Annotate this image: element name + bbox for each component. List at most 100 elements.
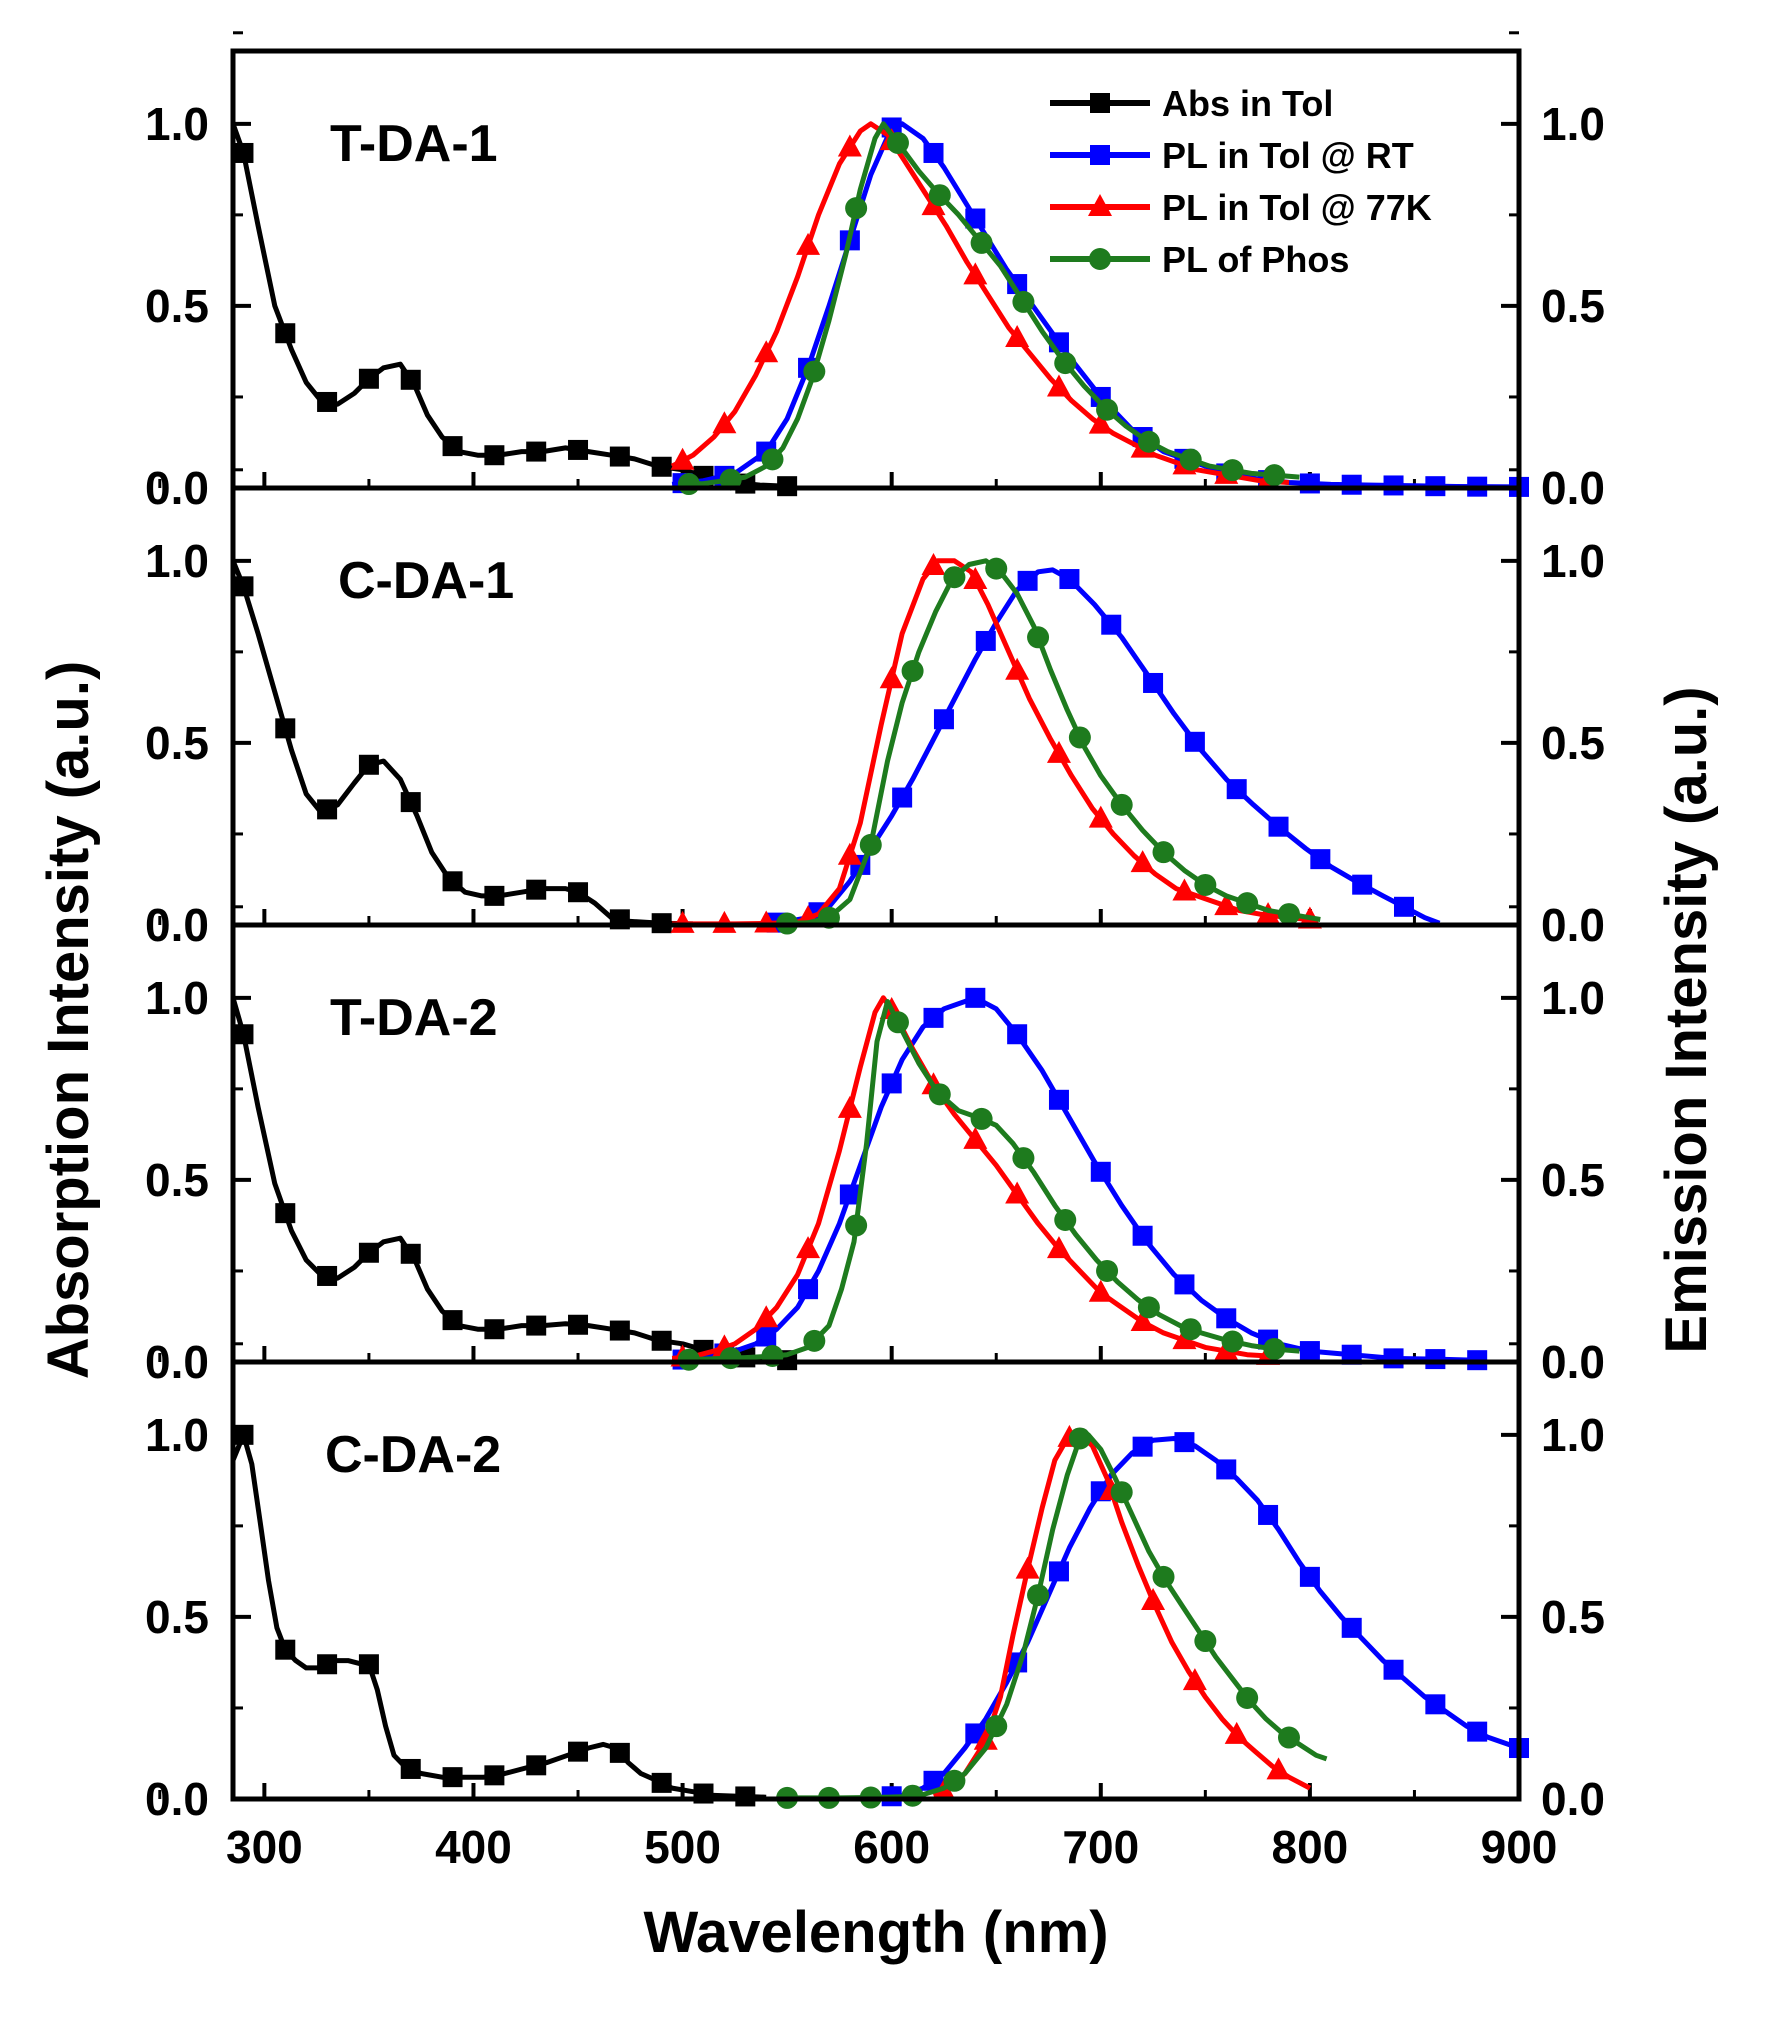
data-point [400,1758,421,1779]
y-tick-label-right: 1.0 [1541,1409,1605,1461]
data-point [1096,398,1119,421]
data-point [1194,873,1217,896]
y-tick-label-right: 0.0 [1541,462,1605,514]
data-point [923,1007,944,1028]
data-point [845,197,868,220]
series-line [671,995,1279,1361]
series-pl-77k [670,121,1290,491]
panel-t-da-2: 0.0 0.0 0.5 0.5 1.0 1.0 T-DA-2 [145,905,1605,1388]
data-point [442,871,463,892]
data-point [1143,672,1164,693]
data-point [1221,459,1244,482]
legend-label: PL of Phos [1162,239,1349,280]
data-point [1012,1147,1035,1170]
data-point [670,447,695,470]
data-point [1299,1341,1320,1362]
series-line [678,121,1300,487]
data-point [1132,1436,1153,1457]
x-tick-label: 800 [1272,1821,1349,1873]
data-point [1383,1659,1404,1680]
data-point [965,208,986,229]
data-point [985,1715,1008,1738]
data-point [1096,1259,1119,1282]
y-tick-label-left: 0.5 [145,280,209,332]
x-axis-title: Wavelength (nm) [643,1900,1108,1965]
series-line [230,1432,767,1800]
data-point [400,1243,421,1264]
y-tick-label-right: 1.0 [1541,972,1605,1024]
panel-label: C-DA-2 [325,1426,501,1484]
data-point [1299,1566,1320,1587]
data-point [1258,1504,1279,1525]
data-point [568,882,589,903]
y-tick-label-left: 0.5 [145,1591,209,1643]
y-tick-label-left: 0.0 [145,899,209,951]
x-tick-label: 700 [1062,1821,1139,1873]
data-point [943,1769,966,1792]
data-point [1027,1584,1050,1607]
data-point [1226,779,1247,800]
data-point [1110,793,1133,816]
data-point [839,1184,860,1205]
data-point [358,754,379,775]
panel-c-da-2: 0.0 0.0 0.5 0.5 1.0 1.0 C-DA-2 [145,1342,1605,1825]
data-point [317,799,338,820]
data-point [712,411,737,434]
series-line [230,997,788,1363]
data-point [837,842,862,865]
y-tick-label-right: 0.0 [1541,1336,1605,1388]
data-point [923,1770,944,1791]
data-point [275,1639,296,1660]
data-point [1046,1236,1071,1259]
x-tick-label: 600 [853,1821,930,1873]
series-pl-phos [776,557,1321,935]
data-point [526,441,547,462]
series-pl-phos [677,121,1300,496]
y-tick-label-right: 0.0 [1541,1773,1605,1825]
y-axis-title-right: Emission Intensity (a.u.) [1654,686,1719,1353]
series-pl-rt [765,567,1441,933]
data-point [1263,1337,1286,1360]
data-point [609,1320,630,1341]
data-point [442,436,463,457]
data-point [1152,841,1175,864]
data-point [1184,731,1205,752]
data-point [970,231,993,254]
data-point [1263,464,1286,487]
data-point [928,1083,951,1106]
data-point [1088,1279,1113,1302]
data-point [1341,1617,1362,1638]
data-point [1005,1181,1030,1204]
x-tick-label: 500 [644,1821,721,1873]
legend-marker [1090,93,1110,113]
data-point [1137,430,1160,453]
data-point [233,1424,254,1445]
data-point [985,557,1008,580]
data-point [442,1310,463,1331]
data-point [754,1305,779,1328]
data-point [609,446,630,467]
data-point [1174,1432,1195,1453]
data-point [484,1765,505,1786]
data-point [1088,411,1113,434]
y-tick-label-left: 1.0 [145,1409,209,1461]
data-point [1152,1565,1175,1588]
data-point [651,1772,672,1793]
y-tick-label-left: 0.5 [145,1154,209,1206]
data-point [1005,657,1030,680]
data-point [1467,1721,1488,1742]
data-point [901,1784,924,1807]
series-abs [230,1424,767,1807]
y-tick-label-left: 0.0 [145,1773,209,1825]
series-abs [230,559,694,934]
data-point [879,666,904,689]
y-tick-label-left: 1.0 [145,535,209,587]
data-point [1352,874,1373,895]
data-point [1090,1161,1111,1182]
series-line [776,558,1321,927]
data-point [1012,290,1035,313]
data-point [1341,474,1362,495]
data-point [1216,1459,1237,1480]
data-point [1179,1318,1202,1341]
data-point [1182,1668,1207,1691]
